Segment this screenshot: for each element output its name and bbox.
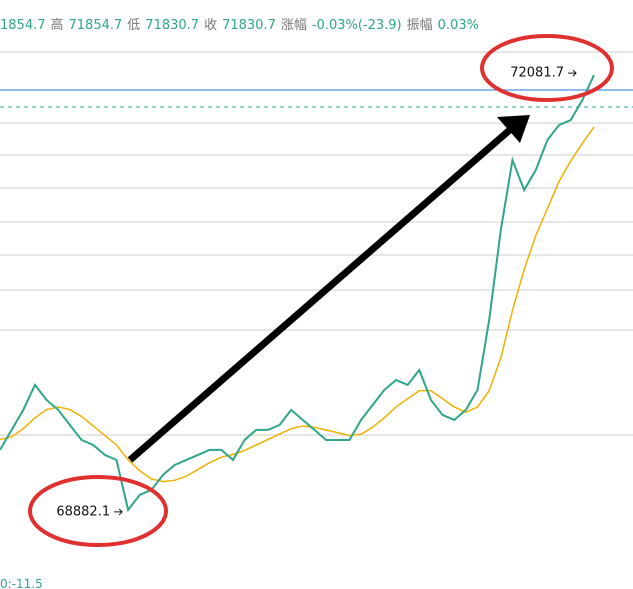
annotations: 68882.1 72081.7: [56, 66, 577, 519]
high-circle: [480, 34, 614, 102]
arrow-head: [497, 115, 530, 143]
header-item: 高: [50, 18, 64, 33]
header-item: 低: [127, 18, 141, 33]
series-line: [0, 126, 595, 483]
header-item: 涨幅: [280, 18, 307, 33]
series-line: [0, 74, 595, 513]
header-item: 收: [204, 18, 218, 33]
header-item: 0.03%: [437, 18, 479, 33]
plot: [0, 74, 595, 513]
grid: [0, 51, 633, 436]
header: 1854.7 高 71854.7 低 71830.7 收 71830.7 涨幅 -0.03%(-…: [0, 14, 484, 33]
chart: 68882.1 72081.7: [0, 34, 633, 547]
header-item: 71854.7: [68, 18, 123, 33]
annotation: 72081.7: [510, 66, 564, 81]
annotation: 68882.1: [56, 504, 110, 519]
header-item: 71830.7: [145, 18, 200, 33]
annotation-arrow: [568, 69, 577, 77]
big-arrow: [127, 125, 515, 463]
header-item: 1854.7: [0, 18, 46, 33]
low-circle: [28, 475, 168, 547]
header-item: 71830.7: [222, 18, 276, 33]
header-item: -0.03%(-23.9): [311, 18, 402, 33]
footer: 0:-11.5: [0, 577, 43, 589]
annotation-arrow: [114, 508, 123, 516]
header-item: 振幅: [406, 18, 433, 33]
